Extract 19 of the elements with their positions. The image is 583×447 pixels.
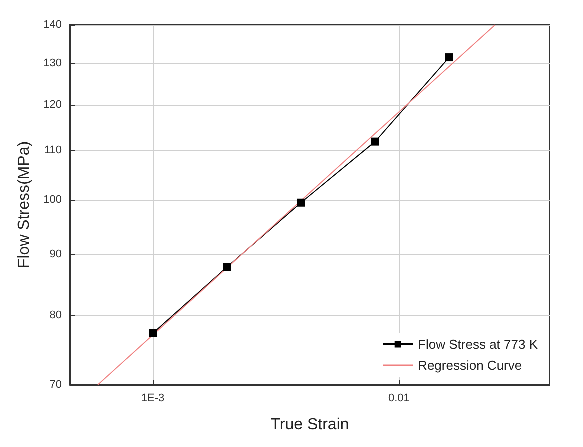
- point: [149, 329, 158, 338]
- legend-label: Regression Curve: [418, 358, 522, 373]
- point: [371, 138, 380, 146]
- point: [445, 54, 454, 62]
- x-axis-title: True Strain: [270, 416, 350, 434]
- point: [297, 198, 306, 207]
- y-tick-label: 80: [50, 310, 62, 322]
- legend-label: Flow Stress at 773 K: [418, 337, 538, 352]
- y-tick-label: 110: [44, 144, 62, 156]
- y-tick-label: 100: [44, 194, 62, 206]
- y-tick-label: 90: [50, 248, 62, 260]
- y-tick-label: 130: [44, 57, 62, 70]
- y-axis-title: Flow Stress(MPa): [16, 141, 34, 269]
- y-tick-label: 70: [50, 379, 62, 391]
- y-tick-label: 140: [44, 19, 62, 31]
- x-tick-label: 0.01: [388, 392, 410, 404]
- point: [223, 263, 232, 272]
- y-tick-label: 120: [44, 99, 62, 112]
- x-tick-label: 1E-3: [141, 392, 165, 404]
